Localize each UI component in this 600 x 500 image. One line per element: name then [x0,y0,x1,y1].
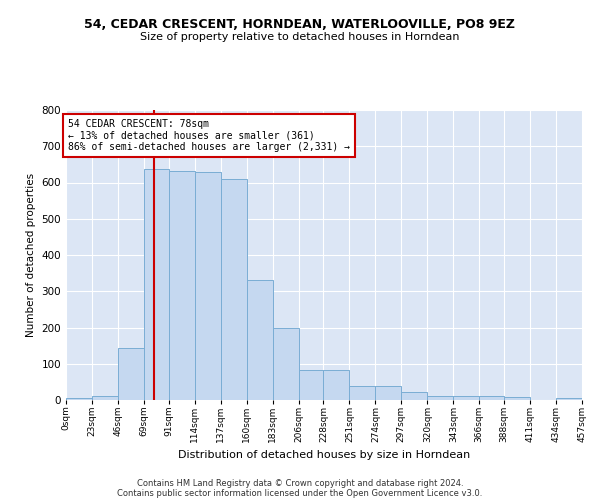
Bar [169,170,195,400]
Bar [453,396,479,400]
Bar [66,398,92,400]
Text: Size of property relative to detached houses in Horndean: Size of property relative to detached ho… [140,32,460,42]
Text: 54, CEDAR CRESCENT, HORNDEAN, WATERLOOVILLE, PO8 9EZ: 54, CEDAR CRESCENT, HORNDEAN, WATERLOOVI… [85,18,515,30]
Bar [504,396,530,400]
Bar [299,370,323,400]
Bar [221,179,247,400]
Bar [144,169,169,400]
Bar [556,398,582,400]
Bar [272,328,299,400]
Bar [118,348,144,400]
Bar [401,392,427,400]
Text: 54 CEDAR CRESCENT: 78sqm
← 13% of detached houses are smaller (361)
86% of semi-: 54 CEDAR CRESCENT: 78sqm ← 13% of detach… [68,119,350,152]
Y-axis label: Number of detached properties: Number of detached properties [26,173,36,337]
Bar [376,386,401,400]
Bar [349,386,376,400]
Text: Contains public sector information licensed under the Open Government Licence v3: Contains public sector information licen… [118,488,482,498]
Bar [92,396,118,400]
Text: Contains HM Land Registry data © Crown copyright and database right 2024.: Contains HM Land Registry data © Crown c… [137,478,463,488]
Bar [427,396,453,400]
Bar [247,280,272,400]
Bar [323,370,349,400]
X-axis label: Distribution of detached houses by size in Horndean: Distribution of detached houses by size … [178,450,470,460]
Bar [479,396,504,400]
Bar [195,172,221,400]
